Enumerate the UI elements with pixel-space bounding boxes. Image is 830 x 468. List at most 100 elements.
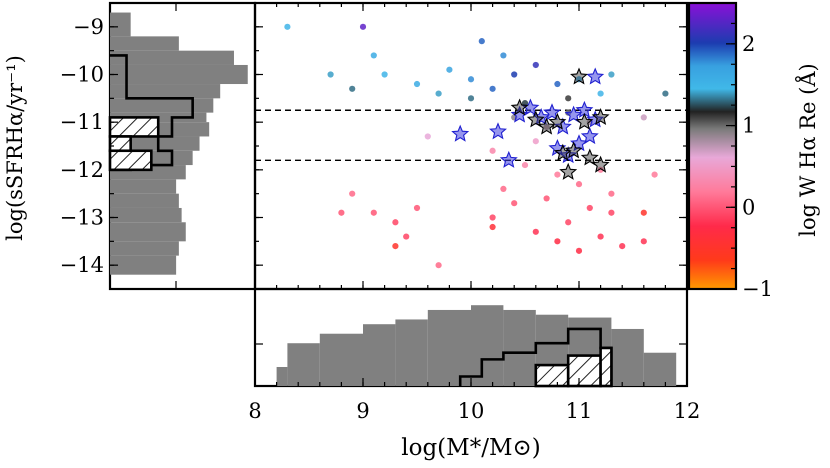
- x-axis-label: log(M*/M⊙): [401, 435, 541, 461]
- scatter-point: [521, 161, 529, 169]
- colorbar-tick-label: 2: [742, 32, 755, 56]
- scatter-point: [640, 114, 647, 121]
- ssfr-hatched-bar: [108, 149, 153, 172]
- scatter-point: [413, 204, 421, 212]
- scatter-point: [392, 219, 399, 226]
- star-marker-black: [564, 141, 583, 159]
- star-marker-black: [548, 112, 567, 130]
- scatter-point: [435, 262, 442, 269]
- colorbar: −1 0 1 2: [687, 1, 773, 301]
- scatter-point: [500, 52, 507, 59]
- ssfr-histogram-bar: [110, 193, 179, 208]
- x-tick-label: 9: [356, 399, 369, 423]
- scatter-point: [370, 52, 377, 59]
- star-marker-blue: [543, 103, 561, 121]
- scatter-point: [489, 147, 496, 154]
- mass-histogram-bar: [643, 352, 677, 386]
- scatter-point: [532, 138, 539, 145]
- ssfr-histogram-bar: [110, 241, 179, 256]
- scatter-point: [392, 243, 399, 250]
- x-tick-label: 10: [458, 399, 485, 423]
- scatter-point: [640, 238, 647, 245]
- scatter-point: [640, 209, 647, 216]
- scatter-point: [619, 243, 626, 250]
- x-tick-label: 12: [674, 399, 701, 423]
- mass-hatched-bar: [534, 363, 570, 388]
- scatter-point: [349, 190, 356, 197]
- scatter-point: [349, 85, 356, 92]
- scatter-point: [532, 61, 539, 69]
- scatter-point: [489, 85, 496, 92]
- mass-histogram-bar: [503, 309, 536, 386]
- star-marker-blue: [489, 122, 507, 140]
- star-marker-black: [559, 162, 578, 180]
- scatter-point: [608, 190, 615, 197]
- y-tick-label: −12: [60, 158, 104, 182]
- mass-histogram-bar: [363, 324, 396, 386]
- scatter-point: [608, 209, 615, 216]
- star-marker-blue: [553, 117, 572, 135]
- ssfr-histogram-bar: [110, 222, 186, 242]
- scatter-point: [435, 90, 442, 97]
- scatter-point: [424, 133, 431, 140]
- y-tick-label: −13: [60, 206, 104, 230]
- star-marker-black: [591, 155, 610, 173]
- star-marker-blue: [586, 67, 605, 85]
- scatter-point: [446, 66, 453, 73]
- scatter-point: [575, 247, 583, 254]
- y-tick-label: −11: [60, 110, 104, 134]
- scatter-point: [370, 209, 377, 216]
- mass-histogram-bar: [427, 309, 471, 386]
- scatter-point: [597, 90, 604, 97]
- x-tick-label: 8: [248, 399, 261, 423]
- scatter-point: [565, 219, 572, 226]
- bottom-histogram-panel: 8 9 10 11 12: [248, 287, 701, 423]
- x-tick-label: 11: [566, 399, 593, 423]
- scatter-point: [543, 195, 550, 202]
- scatter-point: [467, 95, 475, 102]
- scatter-point: [489, 214, 496, 221]
- ssfr-histogram-bar: [110, 84, 221, 99]
- scatter-point: [543, 123, 550, 131]
- y-axis-label: log(sSFRHα/yr⁻¹): [3, 55, 27, 241]
- ssfr-histogram-bar: [110, 12, 131, 37]
- y-tick-label: −10: [60, 63, 104, 87]
- colorbar-label: log W Hα Re (Å): [795, 63, 820, 236]
- mass-hatched-bar: [566, 354, 602, 388]
- scatter-point: [489, 223, 496, 231]
- scatter-point: [359, 23, 367, 30]
- scatter-point: [532, 228, 539, 235]
- ssfr-histogram-bar: [110, 136, 200, 151]
- scatter-point: [467, 76, 475, 83]
- mass-histogram-bar: [287, 343, 320, 386]
- colorbar-tick-label: 1: [742, 114, 755, 138]
- scatter-point: [586, 204, 593, 212]
- scatter-point: [565, 95, 572, 102]
- mass-histogram-bar: [276, 366, 288, 386]
- star-marker-black: [570, 67, 588, 85]
- scatter-point: [511, 200, 518, 207]
- scatter-point: [554, 171, 561, 178]
- scatter-point: [554, 80, 561, 88]
- left-histogram-panel: [108, 1, 257, 291]
- star-marker-blue: [580, 127, 599, 145]
- star-marker-black: [537, 117, 556, 135]
- scatter-point: [327, 71, 334, 78]
- scatter-point: [651, 171, 658, 178]
- mass-histogram-bar: [319, 333, 363, 386]
- star-marker-black: [580, 148, 599, 166]
- star-marker-black: [510, 98, 529, 116]
- scatter-point: [597, 233, 604, 240]
- scatter-point: [608, 71, 615, 78]
- star-marker-blue: [564, 105, 583, 123]
- scatter-point: [511, 71, 518, 78]
- colorbar-tick-label: 0: [742, 195, 755, 219]
- scatter-point: [597, 166, 604, 173]
- ssfr-histogram-bar: [110, 255, 177, 275]
- y-tick-label: −14: [60, 253, 104, 277]
- ssfr-hatched-bar: [108, 135, 132, 153]
- main-scatter-panel: −9 −10 −11 −12 −13 −14: [60, 1, 689, 291]
- ssfr-histogram-bar: [110, 207, 182, 223]
- scatter-point: [575, 181, 583, 188]
- scatter-point: [662, 90, 669, 97]
